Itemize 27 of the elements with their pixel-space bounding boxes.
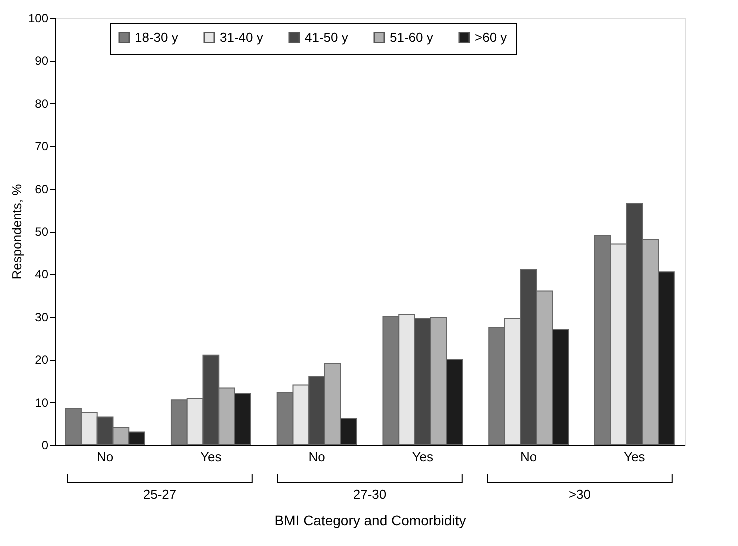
y-tick-label: 100: [28, 12, 49, 26]
y-tick-label: 60: [35, 182, 49, 196]
x-tick-label: Yes: [200, 450, 222, 464]
x-tick-label: No: [96, 450, 114, 464]
x-tick-label: Yes: [412, 450, 434, 464]
text: 27-30: [353, 487, 387, 502]
legend-label: 31-40 y: [220, 30, 264, 45]
y-tick-label: 30: [35, 310, 49, 324]
x-axis-title: BMI Category and Comorbidity: [274, 512, 466, 528]
legend-label: >60 y: [475, 30, 508, 45]
y-tick-label: 40: [35, 268, 49, 282]
y-tick-label: 50: [35, 225, 49, 239]
text: >30: [568, 487, 592, 502]
x-tick-label: Yes: [624, 450, 646, 464]
y-tick-label: 70: [35, 140, 49, 154]
legend-label: 41-50 y: [305, 30, 349, 45]
y-tick-label: 0: [42, 438, 49, 452]
x-tick-label: No: [520, 450, 538, 464]
y-tick-label: 20: [35, 353, 49, 368]
y-tick-label: 80: [35, 96, 49, 111]
legend-label: 18-30 y: [135, 30, 179, 45]
y-tick-label: 10: [35, 396, 49, 410]
legend-label: 51-60 y: [390, 30, 434, 45]
x-tick-label: No: [308, 450, 326, 464]
text: 25-27: [143, 487, 177, 502]
y-axis-title: Respondents, %: [9, 184, 24, 280]
y-tick-label: 90: [35, 54, 49, 68]
